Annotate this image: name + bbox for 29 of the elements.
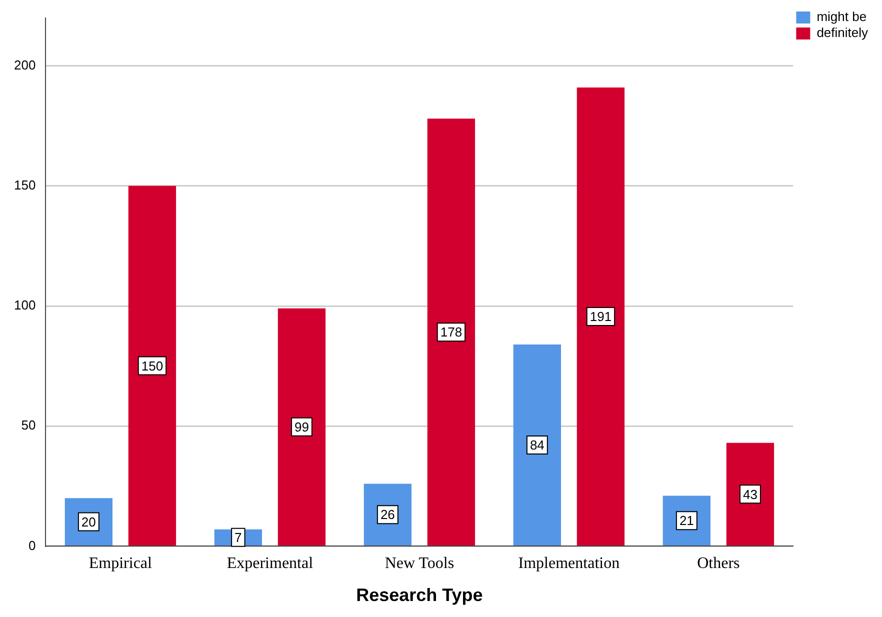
x-tick-label: Experimental bbox=[226, 555, 314, 572]
data-label: 7 bbox=[234, 530, 242, 545]
y-tick-label: 100 bbox=[14, 298, 36, 313]
bar bbox=[278, 308, 326, 546]
bar bbox=[427, 118, 476, 546]
data-label: 150 bbox=[141, 358, 164, 374]
data-label: 191 bbox=[590, 309, 612, 324]
y-tick-label: 150 bbox=[14, 178, 36, 193]
data-label: 20 bbox=[81, 514, 96, 530]
legend-label: might be bbox=[816, 9, 867, 24]
y-tick-label: 200 bbox=[14, 57, 36, 72]
bar bbox=[726, 442, 774, 546]
y-tick-label: 0 bbox=[28, 538, 36, 553]
data-label: 178 bbox=[440, 324, 462, 340]
bar bbox=[513, 344, 561, 546]
data-label: 99 bbox=[294, 420, 309, 435]
x-tick-label: Implementation bbox=[518, 555, 620, 572]
x-tick-label: New Tools bbox=[384, 555, 454, 572]
data-label: 21 bbox=[679, 513, 694, 528]
y-tick-label: 50 bbox=[21, 418, 36, 433]
legend-label: definitely bbox=[816, 25, 868, 40]
x-tick-label: Others bbox=[697, 555, 740, 572]
bar bbox=[128, 186, 176, 546]
data-label: 84 bbox=[530, 438, 544, 453]
bar bbox=[576, 87, 625, 546]
x-axis-title: Research Type bbox=[356, 585, 483, 606]
x-tick-label: Empirical bbox=[88, 555, 153, 572]
data-label: 26 bbox=[380, 507, 395, 522]
data-label: 43 bbox=[742, 486, 758, 502]
